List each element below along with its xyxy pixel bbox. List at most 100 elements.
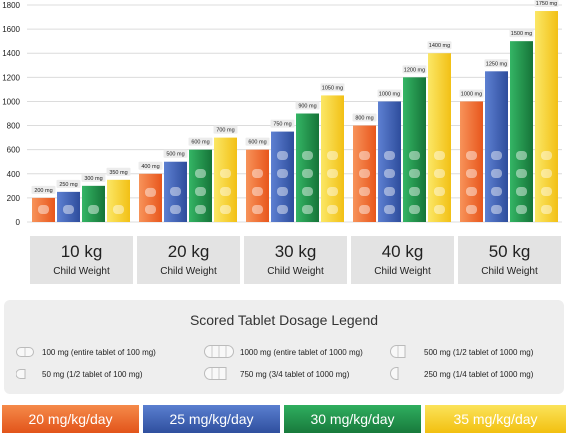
tablet-mark xyxy=(384,205,395,214)
value-label-bg xyxy=(81,173,106,182)
tablet-mark xyxy=(434,205,445,214)
tablet-mark xyxy=(327,205,338,214)
value-label-bg xyxy=(138,161,163,170)
bar xyxy=(32,197,55,222)
tablet-mark xyxy=(302,205,313,214)
tablet-mark xyxy=(466,169,477,178)
legend-item-50mg: 50 mg (1/2 tablet of 100 mg) xyxy=(42,370,143,379)
tablet-mark xyxy=(434,151,445,160)
tablet-mark xyxy=(516,187,527,196)
value-label: 300 mg xyxy=(84,176,102,182)
bar xyxy=(271,131,294,222)
group-label-20kg: 20 kg Child Weight xyxy=(137,236,240,284)
bar xyxy=(460,101,483,222)
bar xyxy=(535,11,558,223)
y-tick-label: 0 xyxy=(16,218,21,227)
value-label: 900 mg xyxy=(298,104,316,110)
y-tick-label: 1400 xyxy=(2,49,20,58)
y-tick-label: 1800 xyxy=(2,1,20,10)
bar xyxy=(107,179,130,222)
value-label: 700 mg xyxy=(216,128,234,134)
value-label: 800 mg xyxy=(355,116,373,122)
legend-item-250mg: 250 mg (1/4 tablet of 1000 mg) xyxy=(424,370,534,379)
tablet-mark xyxy=(541,205,552,214)
value-label-bg xyxy=(213,125,238,134)
value-label-bg xyxy=(295,101,320,110)
dosage-bar-chart: 0 200 400 600 800 1000 1200 1400 1600 1800 200 mg 2… xyxy=(2,0,562,227)
y-tick-label: 1600 xyxy=(2,25,20,34)
bar xyxy=(246,149,269,222)
weight-sublabel: Child Weight xyxy=(160,266,217,277)
value-label: 1500 mg xyxy=(511,31,532,37)
tablet-mark xyxy=(384,151,395,160)
quarter-tablet-icon xyxy=(390,367,399,380)
tablet-mark xyxy=(63,205,74,214)
value-label-bg xyxy=(56,179,81,188)
bar xyxy=(164,161,187,222)
tablet-mark xyxy=(277,151,288,160)
band-25mg: 25 mg/kg/day xyxy=(143,405,280,433)
bar xyxy=(353,125,376,222)
value-label-bg xyxy=(31,185,56,194)
value-label-bg xyxy=(459,89,484,98)
value-label: 1250 mg xyxy=(486,61,507,67)
tablet-mark xyxy=(466,151,477,160)
value-label: 600 mg xyxy=(248,140,266,146)
weight-sublabel: Child Weight xyxy=(53,266,110,277)
tablet-mark xyxy=(277,187,288,196)
value-label-bg xyxy=(534,0,559,8)
value-label-bg xyxy=(427,41,452,50)
value-label-bg xyxy=(188,137,213,146)
value-label: 400 mg xyxy=(141,164,159,170)
value-label: 350 mg xyxy=(109,170,127,176)
tablet-mark xyxy=(220,187,231,196)
y-tick-label: 600 xyxy=(7,146,21,155)
tablet-mark xyxy=(384,187,395,196)
weight-label: 50 kg xyxy=(488,242,531,261)
weight-label: 40 kg xyxy=(381,242,424,261)
tablet-mark xyxy=(38,205,49,214)
tablet-mark xyxy=(491,187,502,196)
bar xyxy=(428,53,451,222)
weight-sublabel: Child Weight xyxy=(267,266,324,277)
tablet-mark xyxy=(491,205,502,214)
tablet-mark xyxy=(327,187,338,196)
value-label-bg xyxy=(509,29,534,38)
tablet-mark xyxy=(516,205,527,214)
value-label: 1000 mg xyxy=(379,91,400,97)
value-label: 1200 mg xyxy=(404,67,425,73)
weight-label: 20 kg xyxy=(167,242,210,261)
tablet-mark xyxy=(466,205,477,214)
value-label-bg xyxy=(270,119,295,128)
bar xyxy=(321,95,344,222)
large-tablet-icon xyxy=(204,345,234,358)
group-label-30kg: 30 kg Child Weight xyxy=(244,236,347,284)
group-label-50kg: 50 kg Child Weight xyxy=(458,236,561,284)
value-label-bg xyxy=(377,89,402,98)
value-label-bg xyxy=(245,137,270,146)
half-small-tablet-icon xyxy=(16,369,26,379)
tablet-mark xyxy=(195,205,206,214)
bar xyxy=(296,113,319,222)
bar xyxy=(189,149,212,222)
value-label: 600 mg xyxy=(191,140,209,146)
y-tick-label: 400 xyxy=(7,170,21,179)
three-quarter-tablet-icon xyxy=(204,367,227,380)
tablet-mark xyxy=(170,205,181,214)
tablet-mark xyxy=(327,169,338,178)
tablet-mark xyxy=(491,151,502,160)
bar xyxy=(139,173,162,222)
tablet-mark xyxy=(277,205,288,214)
value-label: 1400 mg xyxy=(429,43,450,49)
weight-sublabel: Child Weight xyxy=(481,266,538,277)
tablet-mark xyxy=(359,187,370,196)
tablet-mark xyxy=(252,205,263,214)
value-label: 750 mg xyxy=(273,122,291,128)
tablet-mark xyxy=(252,187,263,196)
tablet-mark xyxy=(409,151,420,160)
tablet-mark xyxy=(516,151,527,160)
value-label: 500 mg xyxy=(166,152,184,158)
tablet-mark xyxy=(302,169,313,178)
tablet-mark xyxy=(434,169,445,178)
tablet-mark xyxy=(170,187,181,196)
